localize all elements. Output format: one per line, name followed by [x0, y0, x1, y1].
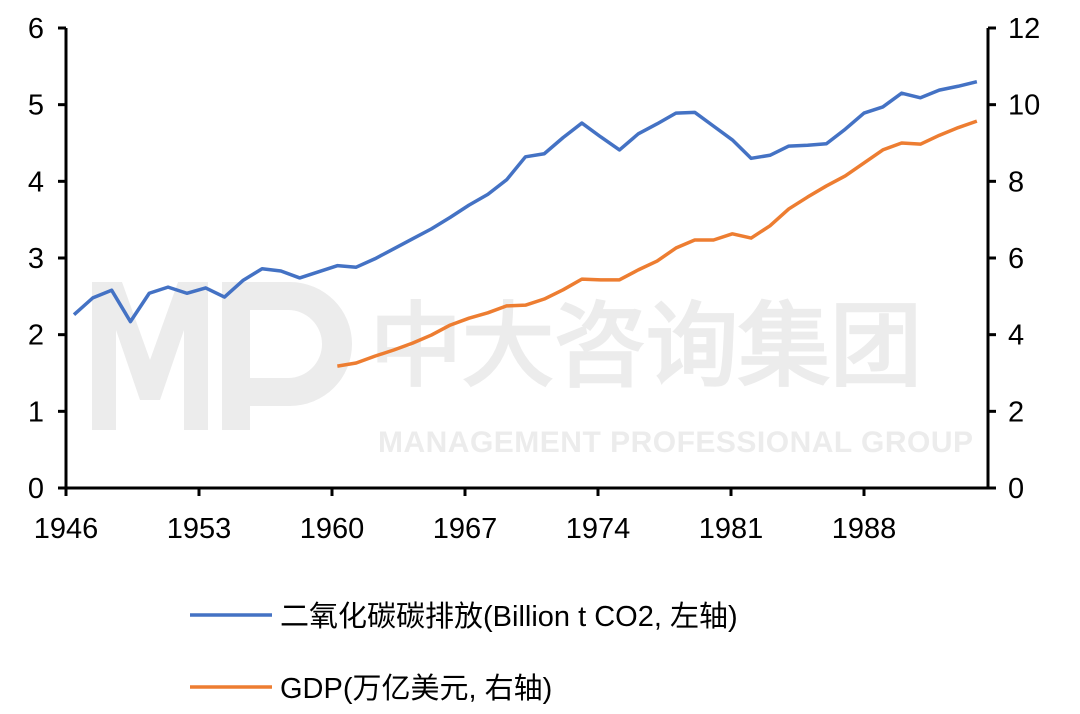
x-tick-label: 1946	[34, 513, 99, 545]
x-tick-label: 1953	[167, 513, 232, 545]
y-left-tick-label: 5	[28, 90, 44, 122]
y-left-tick-label: 4	[28, 166, 44, 198]
legend-label-gdp: GDP(万亿美元, 右轴)	[280, 672, 552, 705]
watermark-logo	[92, 282, 352, 430]
y-left-tick-label: 3	[28, 243, 44, 275]
y-left-tick-label: 1	[28, 396, 44, 428]
watermark: 中大咨询集团 MANAGEMENT PROFESSIONAL GROUP	[92, 282, 973, 459]
y-right-tick-label: 10	[1008, 90, 1040, 122]
y-right-tick-label: 8	[1008, 166, 1024, 198]
x-tick-label: 1974	[566, 513, 631, 545]
y-left-tick-label: 6	[28, 13, 44, 45]
y-right-tick-label: 4	[1008, 320, 1024, 352]
y-left-tick-label: 0	[28, 473, 44, 505]
legend-label-co2: 二氧化碳碳排放(Billion t CO2, 左轴)	[280, 600, 738, 633]
x-tick-label: 1967	[433, 513, 498, 545]
watermark-cn: 中大咨询集团	[370, 296, 922, 398]
co2-series-line	[72, 79, 978, 324]
y-right-tick-label: 6	[1008, 243, 1024, 275]
y-right-tick-label: 12	[1008, 13, 1040, 45]
legend: 二氧化碳碳排放(Billion t CO2, 左轴) GDP(万亿美元, 右轴)	[190, 600, 738, 705]
x-tick-label: 1960	[300, 513, 365, 545]
x-tick-label: 1988	[832, 513, 897, 545]
y-right-tick-label: 0	[1008, 473, 1024, 505]
y-left-tick-label: 2	[28, 320, 44, 352]
y-right-tick-label: 2	[1008, 396, 1024, 428]
x-tick-label: 1981	[699, 513, 764, 545]
watermark-en: MANAGEMENT PROFESSIONAL GROUP	[378, 426, 973, 459]
